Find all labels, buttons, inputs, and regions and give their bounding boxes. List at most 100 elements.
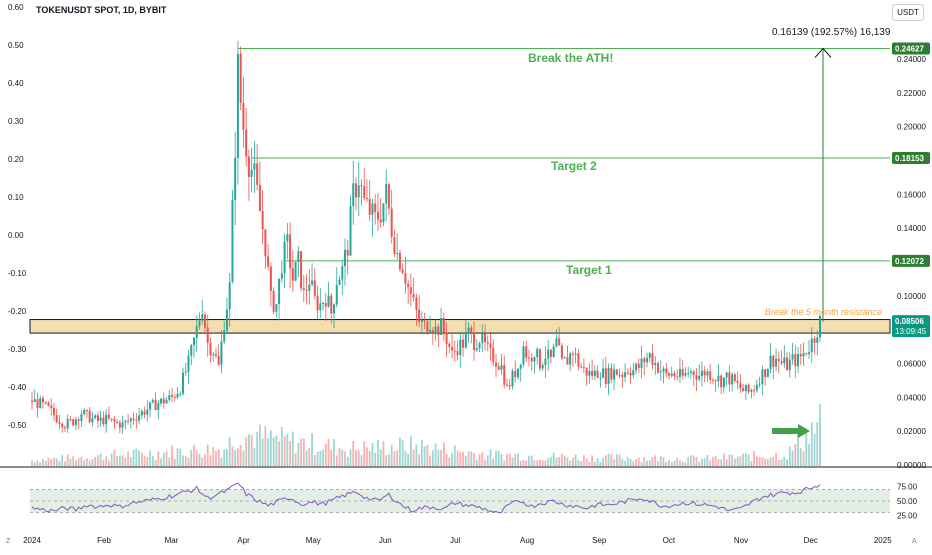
volume-bar [813, 433, 816, 466]
candle-body [629, 372, 632, 376]
volume-bar [264, 426, 267, 466]
candle-body [437, 326, 440, 336]
left-axis-tick: 0.60 [8, 3, 24, 12]
candle-body [201, 314, 204, 321]
candle-body [440, 317, 443, 336]
candle-body [401, 269, 404, 274]
candle-body [58, 422, 61, 424]
volume-bar [245, 437, 248, 466]
volume-bar [162, 452, 165, 466]
volume-bar [777, 459, 780, 466]
volume-bar [165, 450, 168, 466]
candle-body [85, 410, 88, 412]
volume-bar [731, 454, 734, 466]
volume-bar [179, 448, 182, 466]
log-scale-button[interactable]: Z [6, 538, 11, 545]
candle-body [453, 350, 456, 352]
volume-bar [289, 441, 291, 466]
time-axis-tick: Mar [165, 536, 179, 545]
candle-body [484, 333, 487, 343]
volume-bar [786, 459, 788, 466]
candle-body [234, 157, 237, 201]
volume-bar [816, 422, 819, 466]
time-axis-tick: 2024 [23, 536, 41, 545]
volume-bar [561, 453, 563, 466]
volume-bar [783, 456, 786, 466]
auto-scale-button[interactable]: A [912, 538, 917, 545]
candle-body [311, 280, 314, 285]
candle-body [775, 358, 778, 367]
candle-body [256, 163, 259, 185]
candle-body [769, 355, 772, 370]
candle-body [599, 377, 602, 379]
candle-body [646, 357, 649, 363]
volume-bar [574, 454, 577, 466]
volume-bar [333, 438, 335, 466]
volume-bar [607, 453, 610, 466]
volume-bar [739, 456, 742, 466]
candle-body [684, 373, 687, 376]
candle-body [365, 197, 368, 199]
volume-bar [344, 451, 346, 466]
last-price-label: 0.08506 [895, 317, 924, 326]
candle-body [527, 357, 530, 359]
candle-body [615, 369, 618, 375]
volume-bar [676, 457, 679, 466]
volume-bar [673, 460, 676, 466]
volume-bar [539, 459, 541, 466]
candle-body [283, 241, 286, 274]
volume-bar [753, 451, 756, 466]
volume-bar [701, 458, 703, 466]
volume-bar [140, 452, 143, 466]
candle-body [102, 417, 105, 425]
volume-bar [621, 458, 624, 466]
candle-body [593, 370, 596, 376]
candle-body [742, 388, 745, 392]
candle-body [371, 203, 374, 215]
candle-body [626, 372, 629, 374]
candle-body [267, 256, 270, 267]
candle-body [560, 345, 563, 359]
candle-body [83, 410, 86, 415]
volume-bar [129, 457, 132, 466]
volume-bar [118, 455, 121, 466]
candle-body [157, 403, 160, 411]
candle-body [698, 376, 701, 380]
candle-body [220, 341, 223, 365]
candle-body [571, 353, 574, 355]
volume-bar [201, 457, 204, 466]
candle-body [393, 237, 396, 254]
price-axis-tick: 0.14000 [897, 224, 926, 233]
candle-body [497, 366, 500, 370]
candle-body [203, 314, 206, 328]
candle-body [420, 319, 423, 322]
candle-body [703, 370, 706, 376]
volume-bar [72, 456, 75, 466]
volume-bar [124, 457, 127, 466]
volume-bar [445, 453, 448, 466]
volume-bar [508, 453, 511, 466]
candle-body [805, 352, 808, 354]
candle-body [434, 326, 437, 334]
candle-body [750, 389, 753, 392]
volume-bar [258, 424, 261, 466]
currency-button[interactable]: USDT [892, 4, 924, 21]
candle-body [52, 408, 55, 416]
measure-readout: 0.16139 (192.57%) 16,139 [772, 27, 891, 38]
volume-bar [528, 455, 530, 466]
time-axis-tick: Jun [379, 536, 392, 545]
volume-bar [138, 450, 140, 466]
candle-body [505, 384, 508, 386]
volume-bar [591, 455, 594, 466]
price-axis-tick: 0.04000 [897, 393, 926, 402]
candle-body [681, 368, 684, 376]
volume-bar [420, 439, 423, 466]
time-axis-tick: Dec [804, 536, 818, 545]
candle-body [387, 184, 390, 209]
rsi-axis-tick: 75.00 [897, 483, 918, 492]
volume-bar [388, 454, 390, 466]
volume-bar [533, 460, 536, 466]
volume-bar [193, 444, 195, 466]
candle-body [481, 333, 484, 344]
